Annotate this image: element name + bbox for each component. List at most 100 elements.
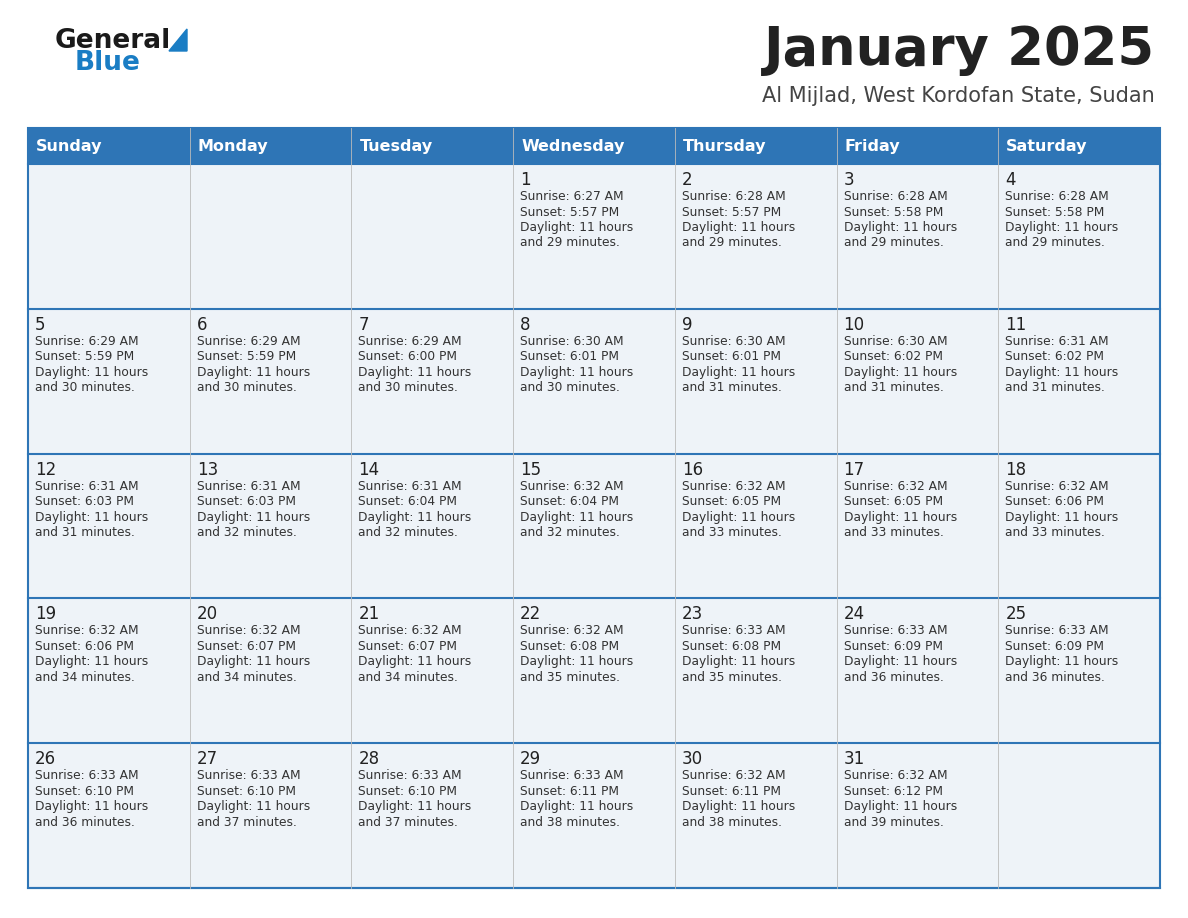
Text: Sunrise: 6:33 AM: Sunrise: 6:33 AM <box>682 624 785 637</box>
Text: 22: 22 <box>520 605 542 623</box>
Text: and 30 minutes.: and 30 minutes. <box>34 381 135 395</box>
Text: Sunset: 5:59 PM: Sunset: 5:59 PM <box>197 351 296 364</box>
Text: Daylight: 11 hours: Daylight: 11 hours <box>843 510 956 523</box>
Text: Sunrise: 6:29 AM: Sunrise: 6:29 AM <box>197 335 301 348</box>
Text: Sunset: 6:02 PM: Sunset: 6:02 PM <box>843 351 942 364</box>
Text: 5: 5 <box>34 316 45 334</box>
Text: Daylight: 11 hours: Daylight: 11 hours <box>359 655 472 668</box>
Text: Sunrise: 6:28 AM: Sunrise: 6:28 AM <box>1005 190 1110 203</box>
Text: Sunset: 6:06 PM: Sunset: 6:06 PM <box>1005 495 1105 508</box>
Bar <box>513 599 675 744</box>
Text: Sunrise: 6:32 AM: Sunrise: 6:32 AM <box>682 479 785 493</box>
Text: 18: 18 <box>1005 461 1026 478</box>
Bar <box>352 744 513 888</box>
Text: Sunset: 5:57 PM: Sunset: 5:57 PM <box>520 206 619 218</box>
Text: and 29 minutes.: and 29 minutes. <box>520 237 620 250</box>
Text: Sunset: 6:07 PM: Sunset: 6:07 PM <box>359 640 457 653</box>
Text: and 35 minutes.: and 35 minutes. <box>682 671 782 684</box>
Text: 26: 26 <box>34 750 56 768</box>
Text: and 31 minutes.: and 31 minutes. <box>682 381 782 395</box>
Text: and 33 minutes.: and 33 minutes. <box>1005 526 1105 539</box>
Text: 8: 8 <box>520 316 531 334</box>
Text: and 37 minutes.: and 37 minutes. <box>359 816 459 829</box>
Text: 23: 23 <box>682 605 703 623</box>
Bar <box>513 453 675 599</box>
Text: Daylight: 11 hours: Daylight: 11 hours <box>520 510 633 523</box>
Text: Daylight: 11 hours: Daylight: 11 hours <box>1005 221 1119 234</box>
Text: Sunset: 6:03 PM: Sunset: 6:03 PM <box>34 495 134 508</box>
Text: 7: 7 <box>359 316 369 334</box>
Text: and 36 minutes.: and 36 minutes. <box>1005 671 1105 684</box>
Text: Sunrise: 6:31 AM: Sunrise: 6:31 AM <box>197 479 301 493</box>
Text: 1: 1 <box>520 171 531 189</box>
Text: Sunrise: 6:29 AM: Sunrise: 6:29 AM <box>359 335 462 348</box>
Bar <box>513 308 675 453</box>
Text: Sunrise: 6:28 AM: Sunrise: 6:28 AM <box>843 190 947 203</box>
Bar <box>836 453 998 599</box>
Text: Friday: Friday <box>845 139 901 153</box>
Text: 10: 10 <box>843 316 865 334</box>
Text: 13: 13 <box>197 461 217 478</box>
Bar <box>998 164 1159 308</box>
Text: Tuesday: Tuesday <box>360 139 432 153</box>
Text: January 2025: January 2025 <box>764 24 1155 76</box>
Text: Sunrise: 6:32 AM: Sunrise: 6:32 AM <box>520 624 624 637</box>
Text: Daylight: 11 hours: Daylight: 11 hours <box>843 655 956 668</box>
Bar <box>352 308 513 453</box>
Text: Sunrise: 6:30 AM: Sunrise: 6:30 AM <box>520 335 624 348</box>
Bar <box>836 308 998 453</box>
Text: Sunrise: 6:32 AM: Sunrise: 6:32 AM <box>1005 479 1108 493</box>
Text: Al Mijlad, West Kordofan State, Sudan: Al Mijlad, West Kordofan State, Sudan <box>763 86 1155 106</box>
Text: Wednesday: Wednesday <box>522 139 625 153</box>
Text: Daylight: 11 hours: Daylight: 11 hours <box>682 655 795 668</box>
Text: and 33 minutes.: and 33 minutes. <box>682 526 782 539</box>
Text: 11: 11 <box>1005 316 1026 334</box>
Bar <box>836 599 998 744</box>
Text: Blue: Blue <box>75 50 141 76</box>
Text: 28: 28 <box>359 750 379 768</box>
Text: Daylight: 11 hours: Daylight: 11 hours <box>359 510 472 523</box>
Text: Sunset: 5:57 PM: Sunset: 5:57 PM <box>682 206 781 218</box>
Text: and 32 minutes.: and 32 minutes. <box>197 526 297 539</box>
Text: 15: 15 <box>520 461 542 478</box>
Bar <box>352 453 513 599</box>
Bar <box>190 308 352 453</box>
Text: Sunset: 6:04 PM: Sunset: 6:04 PM <box>520 495 619 508</box>
Text: Sunrise: 6:32 AM: Sunrise: 6:32 AM <box>34 624 139 637</box>
Text: Sunset: 6:09 PM: Sunset: 6:09 PM <box>1005 640 1105 653</box>
Text: 20: 20 <box>197 605 217 623</box>
Text: 30: 30 <box>682 750 703 768</box>
Text: Saturday: Saturday <box>1006 139 1088 153</box>
Text: and 34 minutes.: and 34 minutes. <box>197 671 297 684</box>
Text: Sunrise: 6:33 AM: Sunrise: 6:33 AM <box>359 769 462 782</box>
Text: Sunrise: 6:33 AM: Sunrise: 6:33 AM <box>843 624 947 637</box>
Text: 9: 9 <box>682 316 693 334</box>
Text: Sunrise: 6:33 AM: Sunrise: 6:33 AM <box>520 769 624 782</box>
Text: Sunset: 5:58 PM: Sunset: 5:58 PM <box>1005 206 1105 218</box>
Bar <box>29 164 190 308</box>
Bar <box>190 164 352 308</box>
Bar <box>190 453 352 599</box>
Text: Daylight: 11 hours: Daylight: 11 hours <box>843 365 956 379</box>
Text: Sunset: 6:10 PM: Sunset: 6:10 PM <box>359 785 457 798</box>
Text: 6: 6 <box>197 316 207 334</box>
Text: Sunday: Sunday <box>36 139 102 153</box>
Text: Daylight: 11 hours: Daylight: 11 hours <box>682 800 795 813</box>
Text: 4: 4 <box>1005 171 1016 189</box>
Text: Sunset: 6:04 PM: Sunset: 6:04 PM <box>359 495 457 508</box>
Bar <box>29 128 1159 888</box>
Text: Sunrise: 6:30 AM: Sunrise: 6:30 AM <box>682 335 785 348</box>
Text: and 30 minutes.: and 30 minutes. <box>520 381 620 395</box>
Text: 3: 3 <box>843 171 854 189</box>
Text: Sunrise: 6:32 AM: Sunrise: 6:32 AM <box>359 624 462 637</box>
Text: Sunset: 6:12 PM: Sunset: 6:12 PM <box>843 785 942 798</box>
Text: Sunset: 6:05 PM: Sunset: 6:05 PM <box>682 495 781 508</box>
Text: Sunrise: 6:30 AM: Sunrise: 6:30 AM <box>843 335 947 348</box>
Text: and 34 minutes.: and 34 minutes. <box>359 671 459 684</box>
Text: and 36 minutes.: and 36 minutes. <box>843 671 943 684</box>
Bar <box>675 453 836 599</box>
Text: Daylight: 11 hours: Daylight: 11 hours <box>34 655 148 668</box>
Text: Daylight: 11 hours: Daylight: 11 hours <box>34 510 148 523</box>
Bar <box>190 599 352 744</box>
Text: Sunset: 6:05 PM: Sunset: 6:05 PM <box>843 495 943 508</box>
